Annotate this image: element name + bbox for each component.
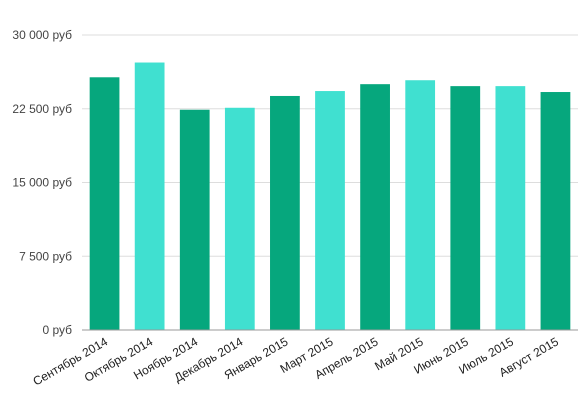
bar [540, 92, 571, 330]
bar [405, 80, 436, 330]
bar [315, 91, 345, 330]
bar [179, 109, 210, 330]
bar [270, 95, 300, 330]
y-tick-label: 30 000 руб [12, 28, 72, 42]
y-tick-label: 7 500 руб [19, 249, 72, 263]
bars [89, 62, 571, 331]
x-tick-label: Сентябрь 2014 [30, 334, 110, 388]
y-tick-label: 22 500 руб [12, 102, 72, 116]
bar [134, 62, 165, 330]
bar [450, 86, 481, 330]
bar [224, 107, 255, 331]
bar [360, 84, 390, 330]
y-tick-label: 0 руб [42, 323, 72, 337]
bar [89, 77, 120, 330]
bar [495, 86, 526, 330]
y-tick-label: 15 000 руб [12, 176, 72, 190]
y-tick-labels: 0 руб 7 500 руб 15 000 руб 22 500 руб 30 000… [12, 28, 72, 337]
